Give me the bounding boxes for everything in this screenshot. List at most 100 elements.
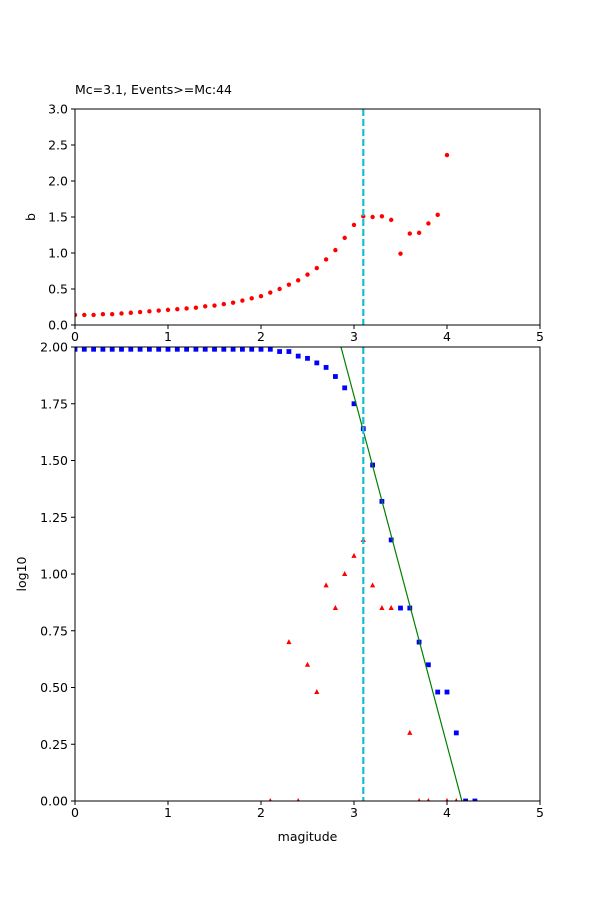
b-point [175,306,180,312]
b-point [389,217,394,223]
fmd-y-tick-label: 1.00 [40,567,68,582]
b-point [342,235,347,241]
fmd-noncumulative-point [268,798,272,801]
b-point [82,312,87,318]
b-point [379,214,385,219]
b-point [91,312,96,318]
b-y-tick-label: 2.5 [48,138,68,153]
fmd-cumulative-point [240,347,245,352]
fmd-noncumulative-point [286,639,292,645]
b-x-tick-label: 5 [536,329,544,344]
fmd-cumulative-point [147,347,152,352]
b-point [435,212,440,218]
b-point [444,152,450,158]
b-point [370,214,375,220]
fmd-plot-area [75,347,478,801]
fmd-cumulative-point [249,347,255,352]
b-point [165,307,171,313]
fmd-cumulative-point [109,347,115,352]
fmd-y-tick-label: 0.25 [40,737,68,752]
b-y-tick-label: 1.5 [48,210,68,225]
b-point [268,290,273,295]
b-point [75,312,78,318]
b-y-tick-label: 2.0 [48,174,68,189]
fmd-cumulative-point [258,347,264,352]
fmd-noncumulative-point [304,661,311,667]
b-point [203,304,208,309]
b-point [184,306,189,311]
fmd-y-tick-label: 1.50 [40,453,68,468]
fmd-noncumulative-point [296,798,300,801]
b-x-tick-label: 0 [71,329,79,344]
fmd-cumulative-point [407,605,413,611]
b-point [147,309,152,314]
b-point [323,257,329,262]
b-point [249,296,254,301]
fmd-cumulative-point [75,347,78,352]
fmd-noncumulative-point [417,798,421,801]
fmd-noncumulative-point [314,689,320,695]
fmd-cumulative-point [286,349,292,354]
fmd-cumulative-point [388,537,394,543]
b-point [258,294,264,299]
fmd-noncumulative-point [426,798,430,801]
fmd-x-tick-label: 0 [71,805,79,820]
fmd-cumulative-point [119,347,124,352]
b-point [240,298,245,303]
b-y-tick-label: 0.5 [48,282,68,297]
fmd-cumulative-point [165,347,171,352]
fmd-cumulative-point [212,347,217,352]
b-point [407,231,412,236]
b-point [128,310,133,315]
fmd-x-tick-label: 3 [350,805,358,820]
fmd-cumulative-point [137,347,143,352]
b-x-tick-label: 4 [443,329,451,344]
fmd-noncumulative-point [342,571,348,576]
fmd-fit-line [340,347,463,801]
fmd-cumulative-point [100,347,106,352]
b-axes: 0 1 2 3 4 5 0.0 0.5 1.0 1.5 2.0 2.5 3.0 [48,102,544,345]
b-point [296,278,301,283]
fmd-cumulative-point [426,662,431,668]
b-point [193,305,199,310]
fmd-cumulative-point [128,347,134,352]
b-value-panel: Mc=3.1, Events>=Mc:44 0 1 2 3 4 5 0.0 0.5 1.0 1.5… [23,82,544,344]
fmd-y-tick-label: 0.50 [40,680,68,695]
fmd-y-tick-label: 2.00 [40,340,68,355]
b-point [110,312,115,317]
frequency-magnitude-panel: 0 1 2 3 4 5 0.00 0.25 0.50 0.75 1.00 1.25 1.50 1.75 2.… [14,340,544,845]
fmd-x-tick-label: 4 [443,805,451,820]
b-panel-title: Mc=3.1, Events>=Mc:44 [75,82,232,97]
fmd-x-axis-label: magitude [278,829,338,844]
fmd-x-tick-label: 5 [536,805,544,820]
fmd-cumulative-point [305,355,310,361]
fmd-cumulative-point [398,605,403,611]
b-point [137,309,143,315]
b-x-tick-label: 1 [164,329,172,344]
fmd-noncumulative-point [351,552,357,558]
b-y-tick-label: 3.0 [48,102,68,117]
b-point [314,265,319,271]
fmd-noncumulative-point [379,605,385,611]
b-point [398,251,403,256]
b-point [156,308,161,313]
fmd-cumulative-point [435,689,441,695]
fmd-cumulative-point [193,347,199,352]
fmd-cumulative-point [184,347,189,352]
fmd-cumulative-point [453,730,459,736]
b-point [277,286,282,292]
b-point [351,222,357,228]
b-point [416,230,422,236]
b-point [212,303,217,308]
b-point [100,312,106,317]
fmd-cumulative-point [472,798,478,801]
fmd-cumulative-point [463,798,468,801]
fmd-x-tick-label: 1 [164,805,172,820]
fmd-noncumulative-point [407,729,413,735]
b-point [221,301,226,307]
b-x-tick-label: 2 [257,329,265,344]
fmd-cumulative-point [81,347,87,352]
fmd-y-tick-label: 0.75 [40,623,68,638]
fmd-cumulative-point [202,347,208,352]
